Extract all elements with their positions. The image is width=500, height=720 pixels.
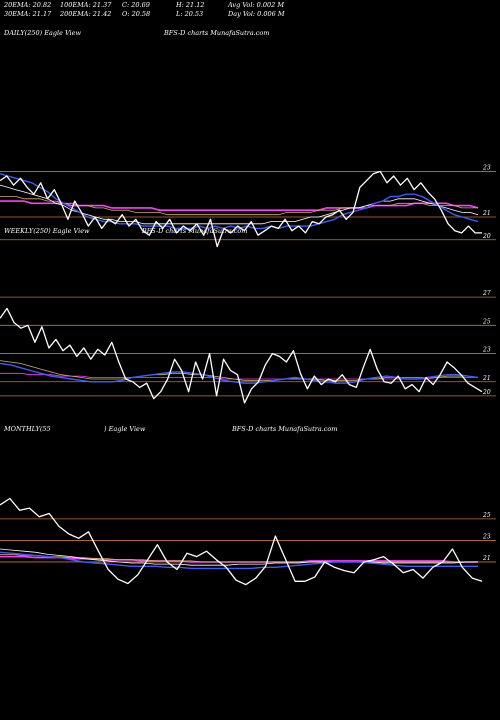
monthly-panel: 25 23 21 — [0, 497, 496, 586]
weekly-y-tick-label: 20 — [482, 389, 491, 396]
monthly-price-line — [0, 497, 483, 586]
monthly-ema30-line — [0, 548, 478, 566]
weekly-y-tick-label: 21 — [482, 375, 491, 382]
high-readout: H: 21.12 — [176, 1, 205, 9]
close-readout: C: 20.69 — [122, 1, 150, 9]
weekly-price-line — [0, 307, 483, 404]
monthly-panel-title-2: ) Eagle View — [104, 425, 146, 433]
daily-y-tick-label: 20 — [482, 233, 491, 240]
ema100-readout: 100EMA: 21.37 — [60, 1, 112, 9]
low-readout: L: 20.53 — [176, 10, 204, 18]
ema20-readout: 20EMA: 20.82 — [4, 1, 52, 9]
daily-ema100-line — [0, 196, 478, 216]
day-vol-readout: Day Vol: 0.006 M — [228, 10, 285, 18]
open-readout: O: 20.58 — [122, 10, 151, 18]
weekly-panel: 27 25 23 21 20 — [0, 290, 496, 404]
weekly-y-tick-label: 25 — [482, 318, 491, 325]
ema30-readout: 30EMA: 21.17 — [4, 10, 52, 18]
ema200-readout: 200EMA: 21.42 — [60, 10, 112, 18]
daily-y-tick-label: 21 — [482, 210, 491, 217]
weekly-panel-title: WEEKLY(250) Eagle View — [4, 227, 90, 235]
weekly-y-tick-label: 23 — [482, 347, 491, 354]
monthly-y-tick-label: 21 — [482, 555, 491, 562]
daily-ema20-line — [0, 173, 479, 230]
daily-watermark: BFS-D charts MunafaSutra.com — [164, 29, 270, 37]
monthly-ema20-line — [0, 551, 478, 570]
avg-vol-readout: Avg Vol: 0.002 M — [228, 1, 285, 9]
monthly-y-tick-label: 25 — [482, 512, 491, 519]
weekly-ema30-line — [0, 360, 479, 381]
daily-price-line — [0, 170, 482, 248]
daily-panel: 23 21 20 — [0, 164, 496, 248]
monthly-y-tick-label: 23 — [482, 533, 491, 540]
daily-panel-title: DAILY(250) Eagle View — [4, 29, 82, 37]
weekly-watermark: BFS-D charts MunafaSutra.com — [142, 227, 248, 235]
monthly-watermark: BFS-D charts MunafaSutra.com — [232, 425, 338, 433]
monthly-panel-title: MONTHLY(55 — [4, 425, 51, 433]
weekly-y-tick-label: 27 — [482, 290, 491, 297]
daily-ema30-line — [0, 184, 479, 225]
daily-y-tick-label: 23 — [482, 164, 491, 171]
